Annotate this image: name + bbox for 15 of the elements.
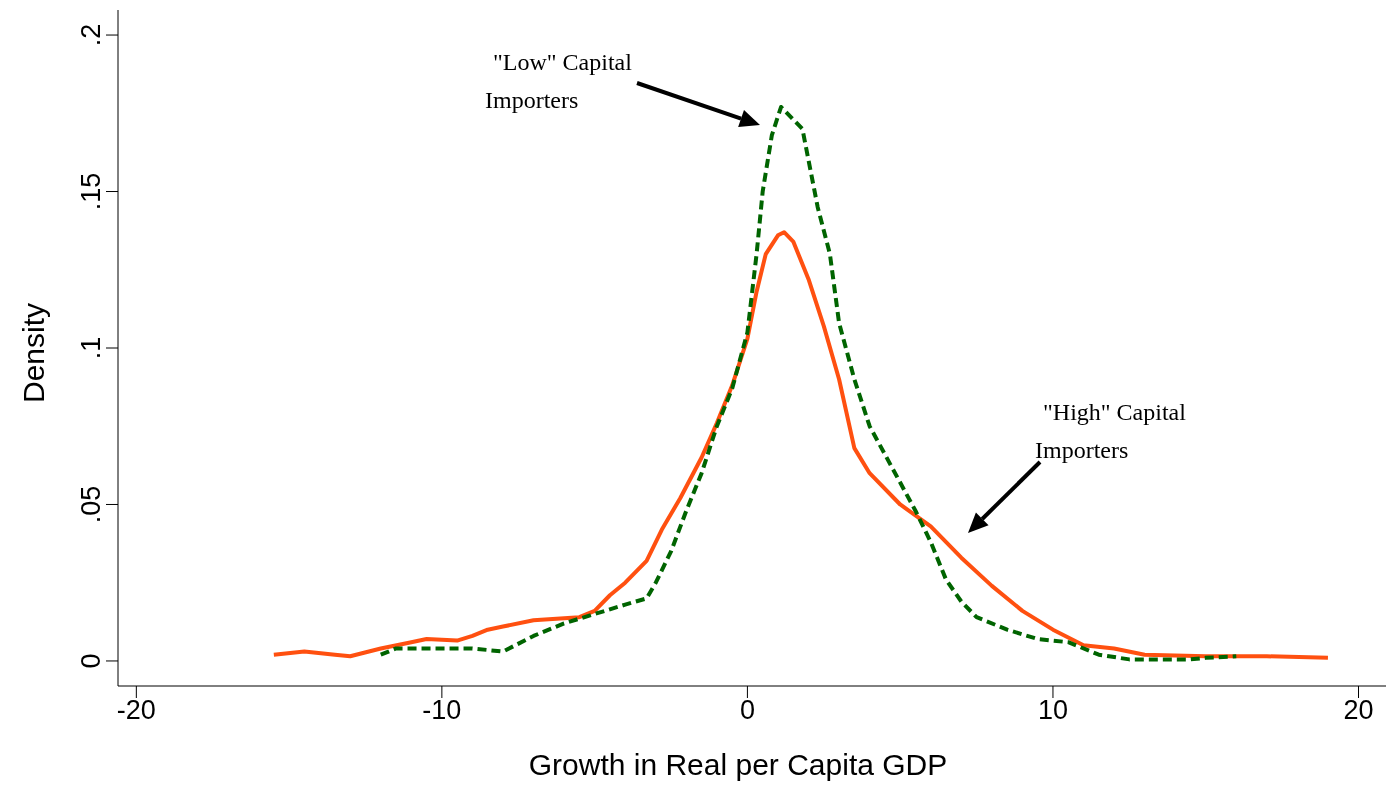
x-tick-label: 20 — [1343, 695, 1374, 726]
y-tick-label: 0 — [76, 653, 106, 669]
x-tick-label: 10 — [1037, 695, 1068, 726]
y-tick-label: .2 — [76, 23, 106, 47]
x-axis-title: Growth in Real per Capita GDP — [528, 748, 948, 781]
y-axis-title: Density — [17, 302, 50, 404]
line-series — [271, 230, 1330, 660]
annotation: "Low" Capital Importers — [485, 49, 633, 113]
x-tick-label: -10 — [422, 695, 462, 726]
annotation: "High" Capital Importers — [1035, 399, 1187, 463]
y-tick-label: .15 — [76, 172, 106, 211]
y-tick-label: .05 — [76, 485, 106, 524]
y-tick-label: .1 — [76, 336, 106, 360]
x-tick-label: -20 — [116, 695, 156, 726]
x-tick-label: 0 — [739, 695, 755, 726]
